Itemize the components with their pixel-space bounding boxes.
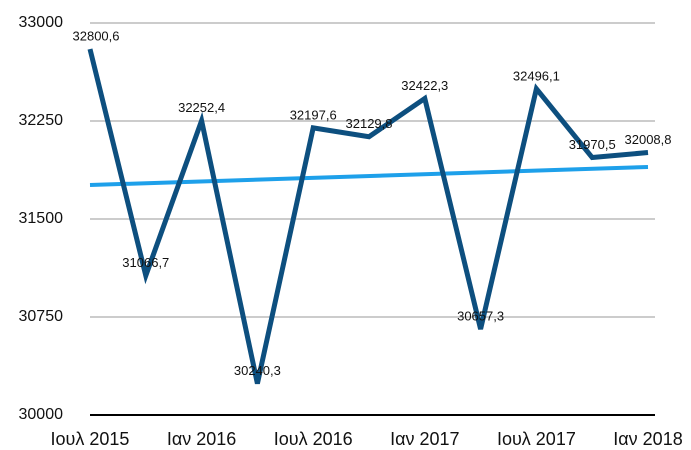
x-tick-label: Ιουλ 2015 — [51, 429, 130, 449]
y-tick-label: 32250 — [19, 112, 64, 129]
data-label: 32008,8 — [625, 132, 672, 147]
data-label: 32129,8 — [346, 116, 393, 131]
data-label: 32800,6 — [73, 28, 120, 43]
data-label: 32197,6 — [290, 107, 337, 122]
y-tick-label: 31500 — [19, 210, 64, 227]
x-tick-label: Ιαν 2016 — [167, 429, 236, 449]
y-tick-label: 30750 — [19, 308, 64, 325]
data-label: 30657,3 — [457, 309, 504, 324]
x-tick-label: Ιουλ 2017 — [497, 429, 576, 449]
data-label: 31970,5 — [569, 137, 616, 152]
y-tick-label: 33000 — [19, 14, 64, 31]
data-label: 32496,1 — [513, 68, 560, 83]
data-label: 30240,3 — [234, 363, 281, 378]
line-series — [87, 48, 649, 385]
x-tick-label: Ιαν 2018 — [613, 429, 682, 449]
y-tick-label: 30000 — [19, 406, 64, 423]
data-label: 32252,4 — [178, 100, 225, 115]
x-tick-label: Ιαν 2017 — [390, 429, 459, 449]
data-label: 31066,7 — [122, 255, 169, 270]
data-label: 32422,3 — [401, 78, 448, 93]
x-tick-label: Ιουλ 2016 — [274, 429, 353, 449]
trendline — [89, 164, 649, 188]
